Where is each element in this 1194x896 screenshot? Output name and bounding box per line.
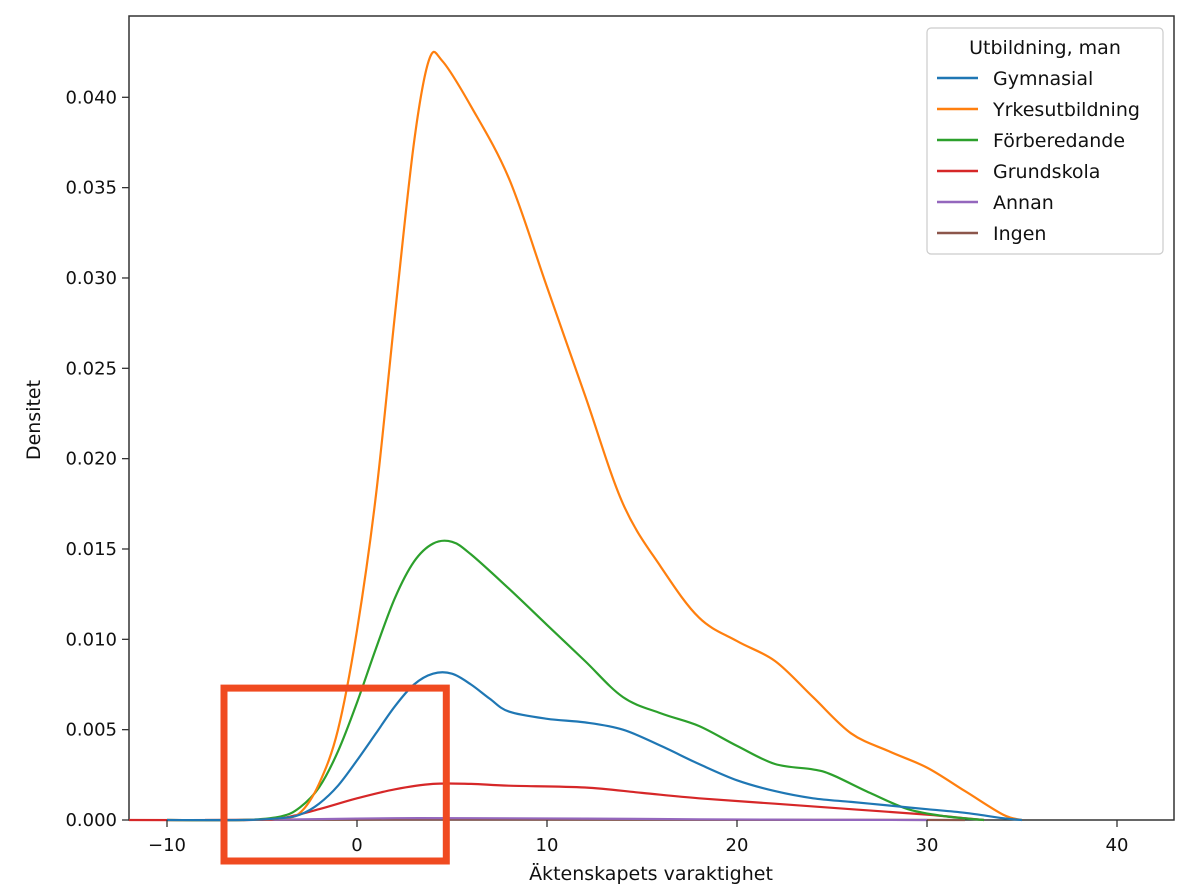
y-axis-title: Densitet: [23, 380, 45, 460]
legend-entry-label: Förberedande: [993, 130, 1125, 152]
x-axis: −10 0 10 20 30 40: [148, 820, 1128, 856]
legend-entry-label: Ingen: [993, 223, 1046, 245]
legend-title: Utbildning, man: [969, 37, 1121, 59]
x-tick-label: 40: [1106, 835, 1129, 856]
legend-entry-label: Yrkesutbildning: [992, 99, 1140, 121]
series-line-annan: [242, 816, 928, 822]
legend-entry-label: Annan: [993, 192, 1054, 214]
y-tick-label: 0.010: [65, 629, 117, 650]
series-line-yrkesutbildning: [166, 50, 1023, 822]
y-tick-label: 0.040: [65, 87, 117, 108]
y-tick-label: 0.005: [65, 720, 117, 741]
y-axis: 0.000 0.005 0.010 0.015 0.020 0.025 0.030 0.035…: [65, 87, 129, 831]
legend-box: [926, 27, 1164, 255]
highlight-annotation-box: [220, 684, 450, 865]
legend-entry-label: Grundskola: [993, 161, 1100, 183]
series-line-gymnasial: [166, 671, 1023, 822]
x-axis-title: Äktenskapets varaktighet: [529, 862, 773, 885]
series-line-forberedande: [166, 539, 985, 822]
legend: Utbildning, man Gymnasial Yrkesutbildning…: [926, 27, 1164, 255]
y-tick-label: 0.020: [65, 449, 117, 470]
legend-entry-label: Gymnasial: [993, 68, 1093, 90]
x-tick-label: −10: [148, 835, 186, 856]
series-curves: [128, 50, 1023, 822]
y-tick-label: 0.035: [65, 178, 117, 199]
y-tick-label: 0.015: [65, 539, 117, 560]
x-tick-label: 10: [536, 835, 559, 856]
x-tick-label: 20: [726, 835, 749, 856]
y-tick-label: 0.030: [65, 268, 117, 289]
x-tick-label: 30: [916, 835, 939, 856]
x-tick-label: 0: [351, 835, 362, 856]
y-tick-label: 0.000: [65, 810, 117, 831]
y-tick-label: 0.025: [65, 358, 117, 379]
